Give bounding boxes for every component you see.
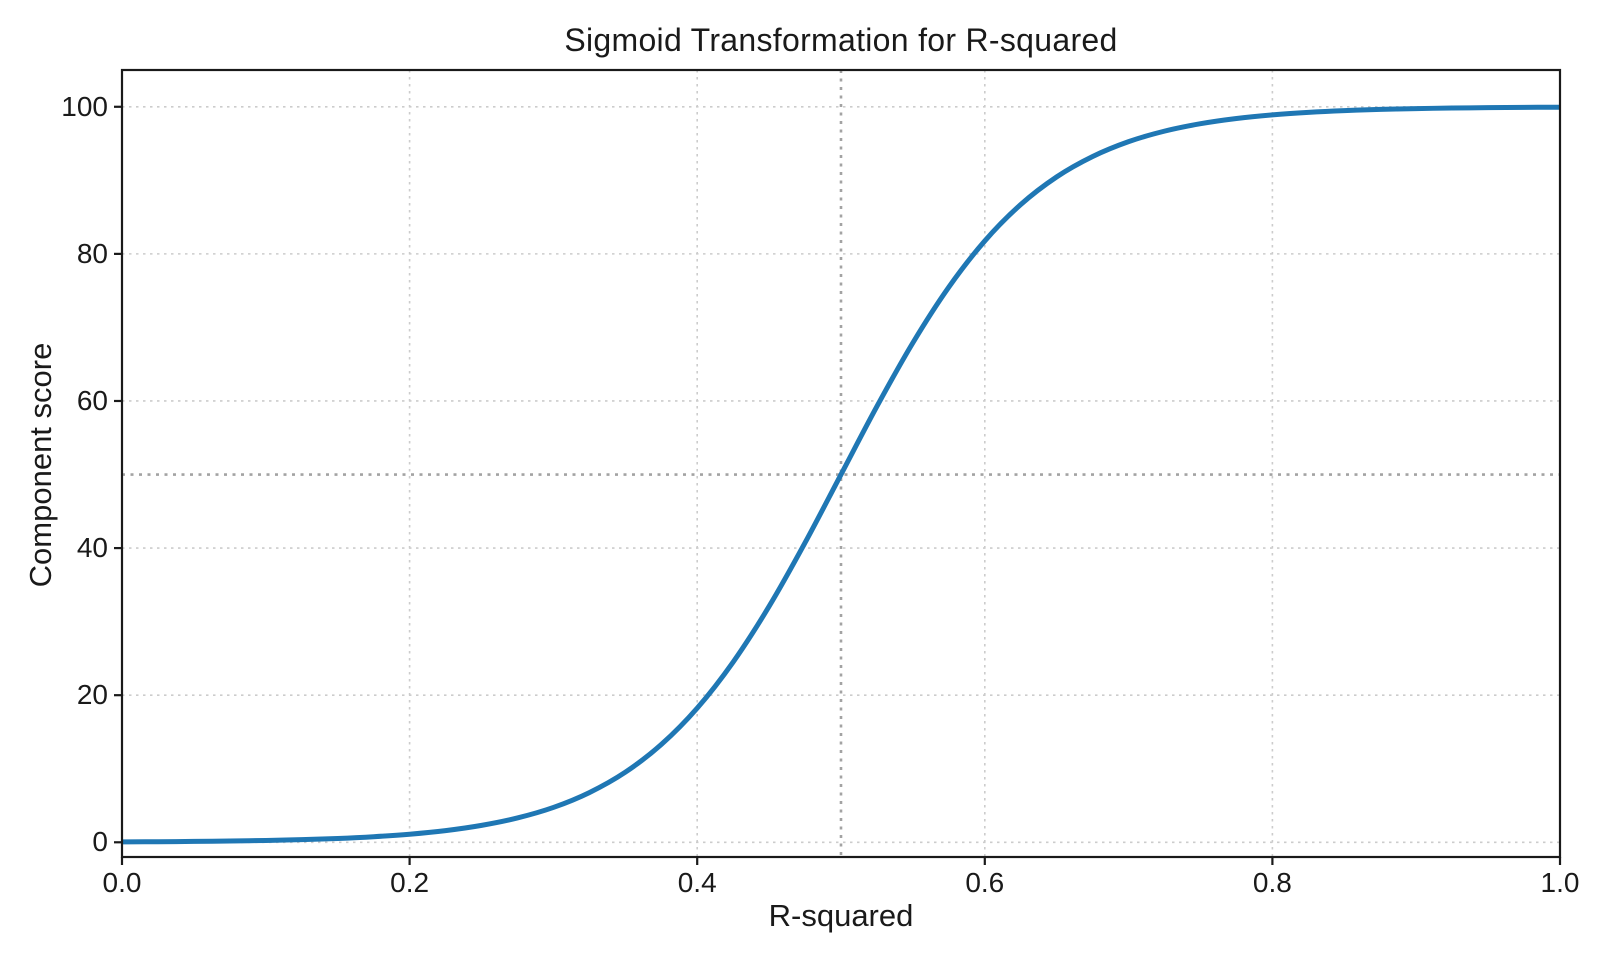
x-tick-label: 0.8 <box>1252 867 1292 898</box>
y-tick-label: 100 <box>61 90 108 122</box>
x-tick-label: 0.0 <box>102 867 142 898</box>
y-tick-label: 80 <box>76 237 108 269</box>
chart-title: Sigmoid Transformation for R-squared <box>564 22 1118 58</box>
y-tick-label: 60 <box>76 384 108 416</box>
x-tick-label: 0.6 <box>965 867 1005 898</box>
sigmoid-curve <box>121 104 1561 845</box>
axes-spines <box>120 68 1562 859</box>
x-tick-label: 0.2 <box>390 867 430 898</box>
x-axis-label: R-squared <box>768 898 914 933</box>
y-tick-label: 40 <box>76 532 108 564</box>
x-tick-label: 1.0 <box>1540 867 1580 898</box>
y-tick-label: 20 <box>76 679 108 711</box>
y-tick-label: 0 <box>92 826 108 858</box>
x-tick-label: 0.4 <box>677 867 717 898</box>
